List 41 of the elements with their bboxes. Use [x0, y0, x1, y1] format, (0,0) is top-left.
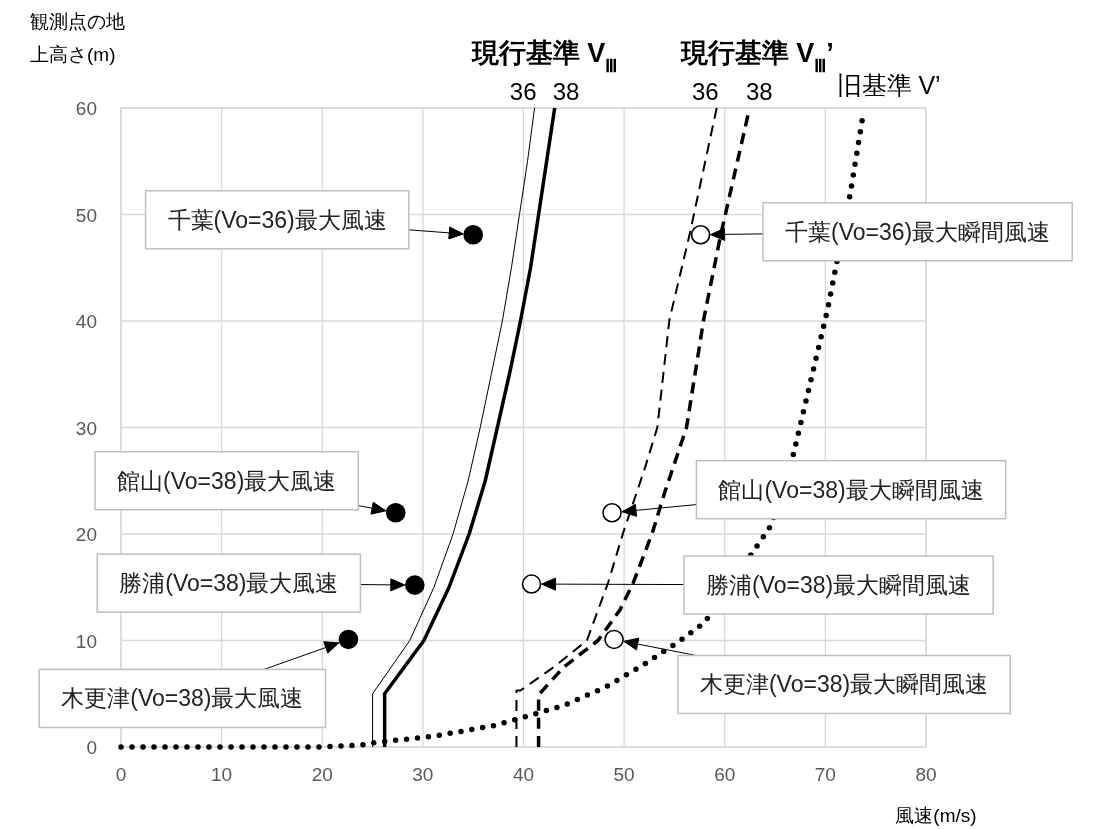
x-tick-label: 50 — [613, 764, 635, 785]
point — [604, 629, 624, 650]
y-tick-label: 50 — [75, 204, 97, 226]
annotation: 勝浦(Vo=38)最大風速 — [119, 570, 339, 597]
y-tick-label: 40 — [75, 311, 97, 332]
x-tick-label: 30 — [412, 764, 434, 785]
x-tick-label: 10 — [211, 764, 233, 785]
point — [405, 575, 425, 595]
x-tick-label: 20 — [311, 764, 333, 785]
point — [463, 224, 483, 245]
y-tick-label: 20 — [75, 524, 97, 545]
point — [338, 629, 359, 650]
series-label: 38 — [745, 78, 773, 105]
series-label: 旧基準 V’ — [836, 71, 941, 99]
annotation: 千葉(Vo=36)最大瞬間風速 — [785, 218, 1051, 245]
point — [690, 224, 711, 245]
x-axis-title: 風速(m/s) — [895, 805, 977, 826]
series-label: 36 — [692, 78, 719, 105]
point — [521, 574, 542, 594]
series-label: 36 — [509, 78, 537, 105]
annotation: 千葉(Vo=36)最大風速 — [167, 206, 387, 233]
x-tick-label: 0 — [115, 764, 127, 785]
x-tick-label: 60 — [714, 764, 736, 785]
x-tick-label: 70 — [814, 764, 836, 785]
y-tick-label: 30 — [75, 417, 97, 439]
annotation: 木更津(Vo=38)最大風速 — [61, 685, 304, 712]
y-tick-label: 10 — [75, 630, 97, 652]
y-tick-label: 0 — [86, 737, 97, 758]
annotation: 館山(Vo=38)最大風速 — [117, 467, 337, 494]
annotation: 木更津(Vo=38)最大瞬間風速 — [699, 671, 989, 698]
annotation: 館山(Vo=38)最大瞬間風速 — [718, 476, 984, 503]
point — [385, 502, 406, 523]
series-label: 38 — [552, 78, 580, 105]
x-tick-label: 80 — [915, 764, 937, 785]
text: 現行基準 V$_{Ⅲ}$ — [470, 38, 618, 76]
x-tick-label: 40 — [512, 764, 535, 785]
annotation: 勝浦(Vo=38)最大瞬間風速 — [705, 572, 972, 599]
y-axis-title: 観測点の地上高さ(m) — [30, 11, 125, 65]
point — [602, 502, 622, 523]
text: 現行基準 V$_{Ⅲ}$’ — [679, 38, 834, 76]
y-tick-label: 60 — [75, 98, 97, 119]
